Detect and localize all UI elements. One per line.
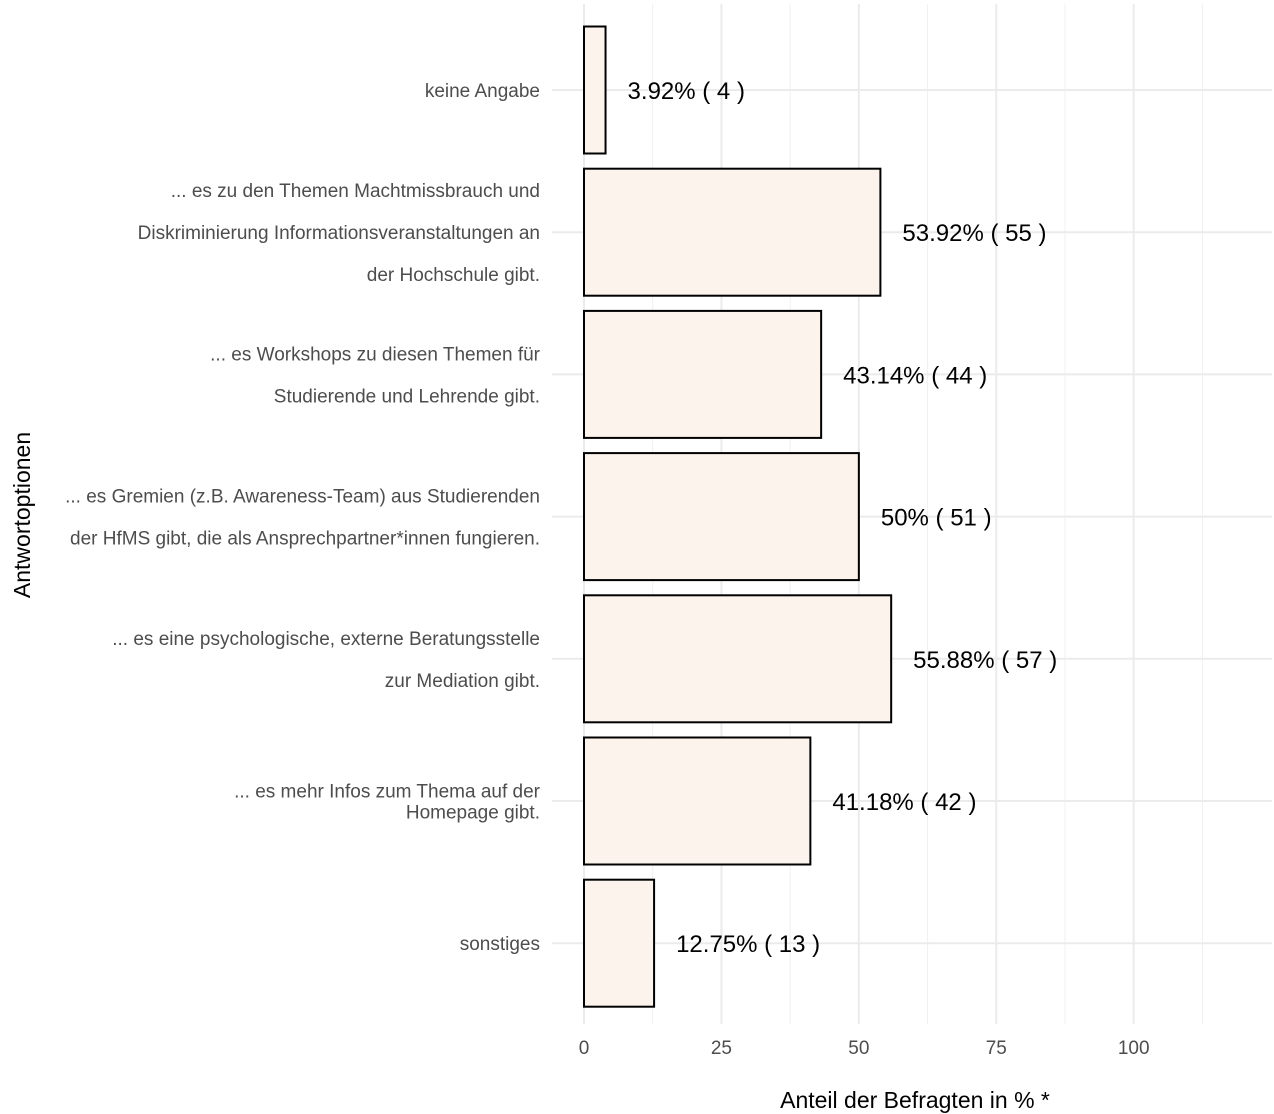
x-tick-label: 25: [711, 1038, 732, 1059]
category-label-line: ... es eine psychologische, externe Bera…: [112, 629, 540, 650]
bar: [583, 594, 893, 724]
data-label: 3.92% ( 4 ): [628, 78, 745, 105]
bar: [583, 878, 656, 1008]
data-label: 55.88% ( 57 ): [913, 647, 1057, 674]
x-tick-label: 50: [848, 1038, 869, 1059]
bars: [583, 25, 893, 1008]
x-tick-label: 100: [1118, 1038, 1150, 1059]
category-label-line: ... es zu den Themen Machtmissbrauch und: [171, 181, 540, 202]
bar: [583, 452, 860, 582]
data-label: 41.18% ( 42 ): [832, 789, 976, 816]
bar: [583, 25, 607, 155]
category-label-line: der HfMS gibt, die als Ansprechpartner*i…: [70, 529, 540, 550]
x-tick-labels: 0 25 50 75 100: [579, 1038, 1150, 1059]
category-label-line: ... es mehr Infos zum Thema auf der: [234, 782, 541, 803]
category-label-line: ... es Workshops zu diesen Themen für: [210, 344, 541, 365]
category-label-line: Homepage gibt.: [406, 803, 540, 824]
category-label-line: ... es Gremien (z.B. Awareness-Team) aus…: [65, 487, 540, 508]
data-labels: 3.92% ( 4 ) 53.92% ( 55 ) 43.14% ( 44 ) 50%…: [628, 78, 1058, 958]
category-label-line: Studierende und Lehrende gibt.: [274, 386, 540, 407]
bar: [583, 167, 882, 297]
data-label: 43.14% ( 44 ): [843, 362, 987, 389]
x-axis-title: Anteil der Befragten in % *: [780, 1087, 1050, 1113]
x-tick-label: 75: [986, 1038, 1007, 1059]
data-label: 53.92% ( 55 ): [902, 220, 1046, 247]
data-label: 12.75% ( 13 ): [676, 931, 820, 958]
bar: [583, 736, 812, 866]
x-tick-label: 0: [579, 1038, 590, 1059]
category-label-line: zur Mediation gibt.: [385, 671, 540, 692]
category-label-line: der Hochschule gibt.: [367, 265, 540, 286]
category-label-line: Diskriminierung Informationsveranstaltun…: [138, 223, 540, 244]
y-axis-title: Antwortoptionen: [9, 432, 35, 598]
bar: [583, 309, 823, 439]
category-label-line: sonstiges: [460, 934, 540, 955]
category-labels: keine Angabe ... es zu den Themen Machtmi…: [65, 81, 541, 955]
data-label: 50% ( 51 ): [881, 505, 992, 532]
category-label-line: keine Angabe: [425, 81, 540, 102]
